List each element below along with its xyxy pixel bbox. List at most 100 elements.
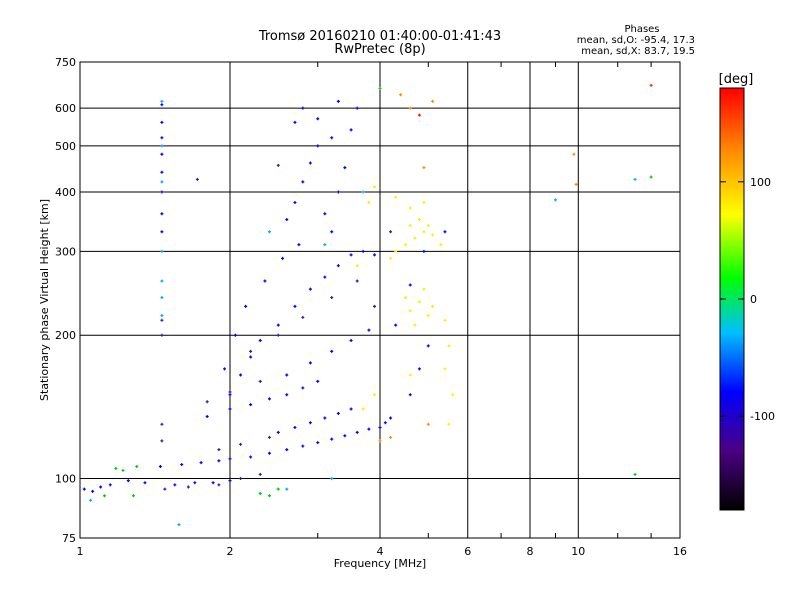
data-point [389, 435, 393, 439]
data-point [422, 230, 426, 234]
y-axis-label: Stationary phase Virtual Height [km] [38, 199, 51, 401]
data-point [160, 439, 164, 443]
data-point [336, 190, 340, 194]
data-point [399, 93, 403, 97]
data-point [373, 185, 377, 189]
data-point [330, 437, 334, 441]
data-point [276, 333, 280, 337]
data-point [160, 279, 164, 283]
data-point [193, 481, 197, 485]
data-point [394, 249, 398, 253]
grid-lines [80, 62, 680, 538]
colorbar-tick-label: 100 [750, 176, 771, 189]
data-point [422, 166, 426, 170]
data-point [439, 243, 443, 247]
x-tick-label: 6 [464, 545, 471, 558]
data-point [443, 318, 447, 322]
data-point [330, 136, 334, 140]
data-point [330, 349, 334, 353]
data-point [389, 230, 393, 234]
data-point [199, 461, 203, 465]
data-point [426, 422, 430, 426]
data-point [408, 283, 412, 287]
data-point [285, 218, 289, 222]
data-point [173, 483, 177, 487]
data-point [633, 472, 637, 476]
data-point [394, 195, 398, 199]
data-point [239, 477, 243, 481]
data-point [205, 400, 209, 404]
data-point [195, 177, 199, 181]
data-point [293, 201, 297, 205]
data-point [408, 373, 412, 377]
y-tick-label: 500 [55, 140, 76, 153]
data-point [330, 296, 334, 300]
data-point [249, 355, 253, 359]
chart-title: Tromsø 20160210 01:40:00-01:41:43 [258, 29, 501, 44]
data-point [186, 485, 190, 489]
x-tick-label: 10 [571, 545, 585, 558]
data-point [383, 421, 387, 425]
data-point [349, 128, 353, 132]
data-point [373, 304, 377, 308]
x-tick-label: 4 [377, 545, 384, 558]
y-tick-label: 75 [62, 532, 76, 545]
plot-frame [79, 61, 681, 539]
data-point [297, 243, 301, 247]
data-point [378, 425, 382, 429]
data-point [228, 407, 232, 411]
data-point [336, 99, 340, 103]
data-point [276, 430, 280, 434]
data-point [82, 487, 86, 491]
data-point [336, 264, 340, 268]
stats-heading: Phases [624, 24, 659, 35]
data-point [103, 494, 107, 498]
colorbar-label: [deg] [719, 72, 754, 87]
data-point [316, 117, 320, 121]
data-point [160, 296, 164, 300]
data-point [422, 201, 426, 205]
data-point [217, 448, 221, 452]
colorbar-tick-label: 0 [750, 293, 757, 306]
data-point [217, 483, 221, 487]
data-point [361, 249, 365, 253]
data-point [223, 367, 227, 371]
data-point [180, 463, 184, 467]
data-point [343, 166, 347, 170]
data-point [285, 487, 289, 491]
data-point [378, 86, 382, 90]
data-point [389, 416, 393, 420]
data-point [422, 287, 426, 291]
data-point [108, 483, 112, 487]
data-point [143, 481, 147, 485]
x-axis-ticks: 1 2 4 6 8 10 16 [77, 62, 687, 558]
data-point [403, 296, 407, 300]
data-point [443, 230, 447, 234]
data-point [408, 393, 412, 397]
data-point [160, 314, 164, 318]
data-point [355, 264, 359, 268]
data-point [408, 224, 412, 228]
data-point [413, 323, 417, 327]
data-point [330, 230, 334, 234]
data-point [205, 414, 209, 418]
data-point [160, 136, 164, 140]
data-point [394, 323, 398, 327]
data-point [330, 477, 334, 481]
stats-x-line: mean, sd,X: 83.7, 19.5 [581, 46, 695, 57]
data-point [258, 492, 262, 496]
data-point [408, 206, 412, 210]
data-point [443, 367, 447, 371]
data-point [160, 249, 164, 253]
data-point [389, 256, 393, 260]
data-point [177, 523, 181, 527]
data-point [426, 314, 430, 318]
data-point [160, 103, 164, 107]
y-axis-ticks: 75 100 200 300 400 500 600 750 [55, 56, 76, 545]
data-point [267, 397, 271, 401]
colorbar-ticks: 100 0 -100 [720, 176, 775, 423]
data-point [408, 106, 412, 110]
data-point [649, 175, 653, 179]
data-point [244, 304, 248, 308]
